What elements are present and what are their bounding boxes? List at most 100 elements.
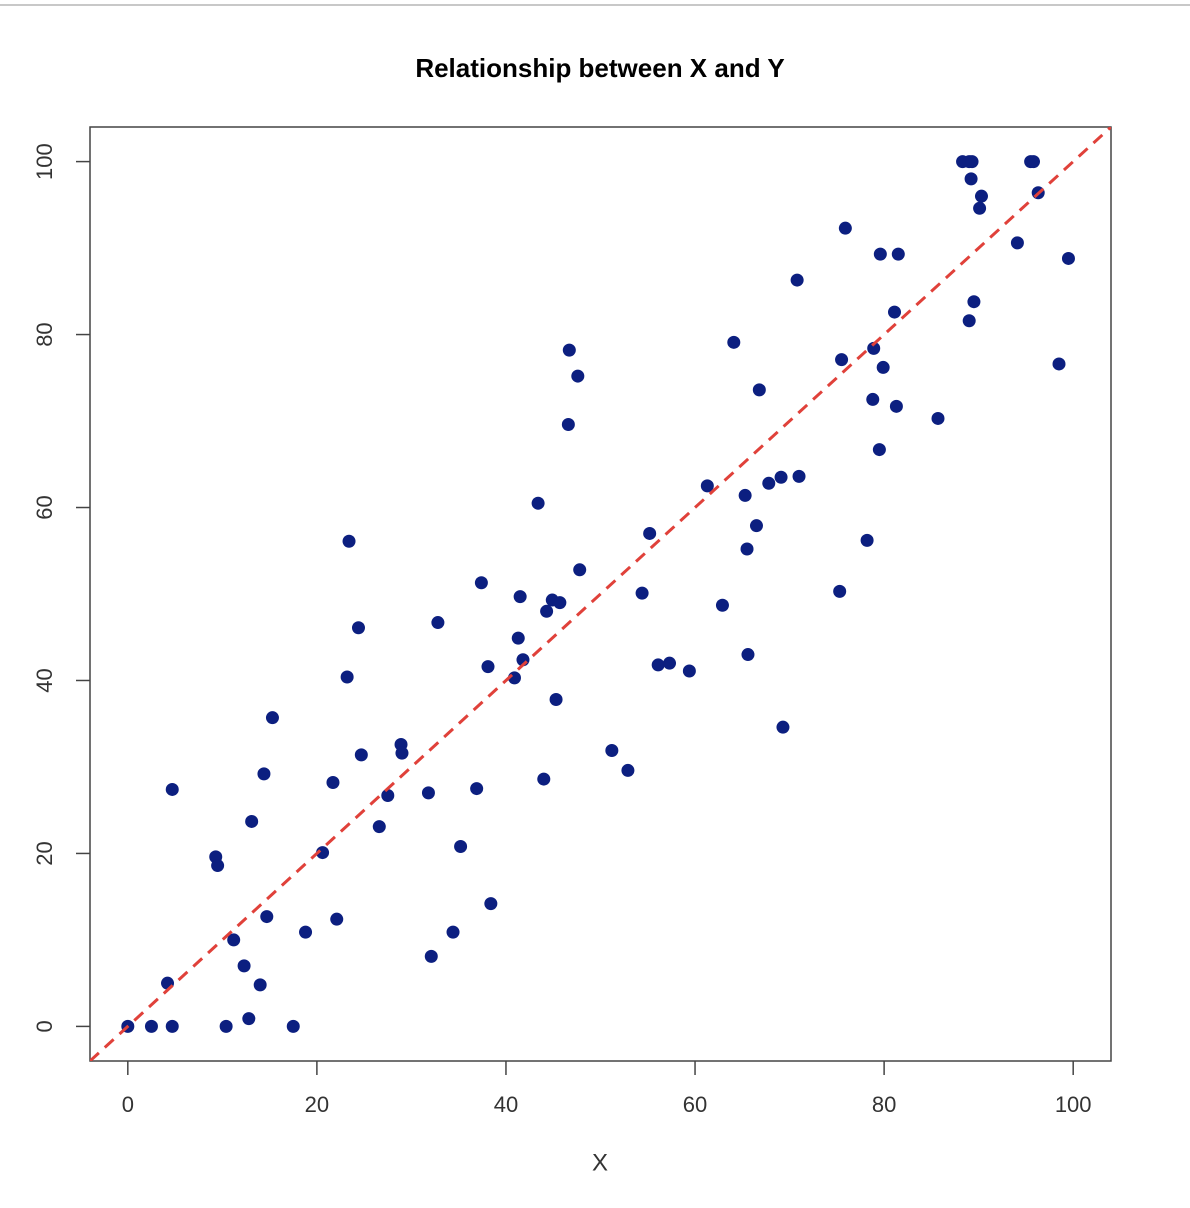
data-point	[219, 1019, 233, 1033]
data-point	[741, 648, 755, 662]
plot-area	[121, 155, 1075, 1033]
x-tick-label: 40	[494, 1092, 518, 1117]
data-point	[792, 469, 806, 483]
data-point	[237, 959, 251, 973]
plot-frame	[89, 126, 1112, 1062]
data-point	[762, 476, 776, 490]
data-point	[740, 542, 754, 556]
data-point	[265, 711, 279, 725]
chart-title: Relationship between X and Y	[415, 53, 784, 83]
y-tick-label: 60	[32, 495, 57, 519]
x-tick-label: 100	[1055, 1092, 1092, 1117]
data-point	[340, 670, 354, 684]
data-point	[446, 925, 460, 939]
data-point	[833, 584, 847, 598]
data-point	[889, 399, 903, 413]
data-point	[257, 767, 271, 781]
data-point	[571, 369, 585, 383]
x-tick-label: 20	[305, 1092, 329, 1117]
y-tick-label: 100	[32, 143, 57, 180]
data-point	[776, 720, 790, 734]
data-point	[342, 534, 356, 548]
data-point	[165, 1019, 179, 1033]
data-point	[372, 820, 386, 834]
data-point	[424, 949, 438, 963]
data-point	[351, 621, 365, 635]
data-point	[973, 201, 987, 215]
y-tick-label: 20	[32, 841, 57, 865]
data-point	[286, 1019, 300, 1033]
reference-line	[90, 127, 1111, 1061]
data-point	[727, 335, 741, 349]
data-point	[838, 221, 852, 235]
data-point	[876, 360, 890, 374]
data-point	[513, 590, 527, 604]
data-point	[774, 470, 788, 484]
data-point	[965, 155, 979, 169]
data-point	[395, 746, 409, 760]
data-point	[481, 660, 495, 674]
data-point	[553, 596, 567, 610]
data-point	[227, 933, 241, 947]
data-point	[454, 840, 468, 854]
data-point	[605, 744, 619, 758]
data-point	[165, 782, 179, 796]
data-point	[144, 1019, 158, 1033]
data-point	[964, 172, 978, 186]
data-point	[967, 295, 981, 309]
data-point	[330, 912, 344, 926]
data-point	[663, 656, 677, 670]
x-tick-label: 0	[122, 1092, 134, 1117]
data-point	[715, 598, 729, 612]
data-point	[1026, 155, 1040, 169]
data-point	[421, 786, 435, 800]
data-point	[790, 273, 804, 287]
data-point	[245, 814, 259, 828]
data-point	[866, 392, 880, 406]
data-point	[1061, 251, 1075, 265]
data-point	[470, 782, 484, 796]
data-point	[537, 772, 551, 786]
y-tick-label: 80	[32, 322, 57, 346]
data-point	[431, 616, 445, 630]
y-tick-label: 40	[32, 668, 57, 692]
data-point	[643, 526, 657, 540]
data-point	[211, 859, 225, 873]
data-point	[253, 978, 267, 992]
data-point	[260, 910, 274, 924]
data-point	[299, 925, 313, 939]
data-point	[891, 247, 905, 261]
data-point	[540, 604, 554, 618]
data-point	[962, 314, 976, 328]
data-point	[381, 789, 395, 803]
data-point	[561, 417, 575, 431]
data-point	[635, 586, 649, 600]
data-point	[872, 443, 886, 457]
data-point	[974, 189, 988, 203]
data-point	[242, 1012, 256, 1026]
data-point	[738, 488, 752, 502]
data-point	[549, 693, 563, 707]
data-point	[867, 341, 881, 355]
data-point	[860, 533, 874, 547]
data-point	[835, 353, 849, 367]
data-point	[752, 383, 766, 397]
data-point	[511, 631, 525, 645]
data-point	[651, 658, 665, 672]
data-point	[931, 411, 945, 425]
x-tick-label: 60	[683, 1092, 707, 1117]
data-point	[316, 846, 330, 860]
y-tick-label: 0	[32, 1020, 57, 1032]
data-point	[484, 897, 498, 911]
data-point	[1052, 357, 1066, 371]
data-point	[573, 563, 587, 577]
data-point	[682, 664, 696, 678]
data-point	[531, 496, 545, 510]
data-point	[749, 519, 763, 533]
data-point	[1010, 236, 1024, 250]
x-tick-label: 80	[872, 1092, 896, 1117]
data-point	[326, 776, 340, 790]
x-axis-label: X	[592, 1149, 608, 1176]
data-point	[873, 247, 887, 261]
